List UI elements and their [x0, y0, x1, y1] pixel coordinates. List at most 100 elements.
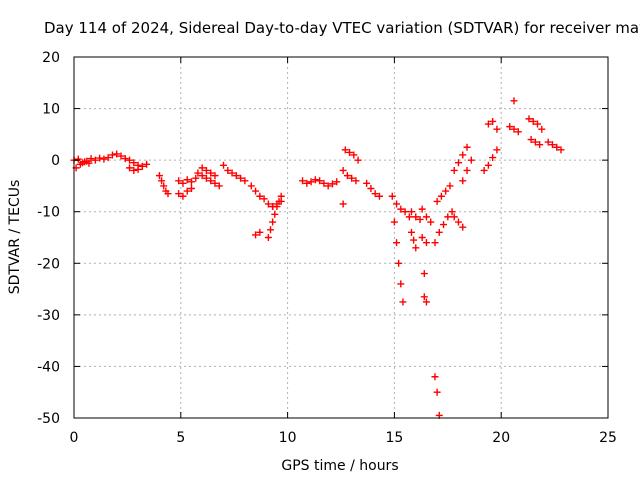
data-point [232, 172, 240, 180]
data-point [553, 143, 561, 151]
data-point [448, 208, 456, 216]
data-point [183, 187, 191, 195]
data-point [307, 178, 315, 186]
x-axis-label: GPS time / hours [281, 458, 398, 474]
data-point [346, 148, 354, 156]
data-point [467, 156, 475, 164]
data-point [211, 172, 219, 180]
data-point [175, 190, 183, 198]
data-point [412, 213, 420, 221]
x-tick-label: 0 [70, 430, 79, 446]
data-point [256, 228, 264, 236]
data-point [247, 182, 255, 190]
data-point [557, 146, 565, 154]
data-point [320, 179, 328, 187]
data-point [350, 151, 358, 159]
x-tick-label: 5 [176, 430, 185, 446]
data-point [363, 179, 371, 187]
data-point [463, 143, 471, 151]
data-point [395, 259, 403, 267]
data-point [194, 169, 202, 177]
data-point [252, 231, 260, 239]
data-point [143, 160, 151, 168]
data-point [397, 280, 405, 288]
data-point [324, 182, 332, 190]
data-point [484, 161, 492, 169]
data-point [397, 205, 405, 213]
data-point [454, 218, 462, 226]
data-point [273, 200, 281, 208]
data-point [480, 166, 488, 174]
data-point [91, 156, 99, 164]
data-point [416, 215, 424, 223]
data-point [207, 177, 215, 185]
data-point [267, 226, 275, 234]
data-point [187, 178, 195, 186]
data-point [454, 159, 462, 167]
data-point [510, 97, 518, 105]
data-point [514, 128, 522, 136]
data-point [269, 203, 277, 211]
data-point [450, 213, 458, 221]
chart-title: Day 114 of 2024, Sidereal Day-to-day VTE… [44, 19, 640, 37]
data-point [271, 210, 279, 218]
data-point [113, 150, 121, 158]
data-point [207, 169, 215, 177]
data-point [339, 200, 347, 208]
data-point [493, 125, 501, 133]
data-point [264, 234, 272, 241]
data-point [252, 187, 260, 195]
data-point [76, 160, 84, 168]
data-points [70, 97, 565, 419]
data-point [192, 174, 200, 182]
y-tick-label: -10 [37, 205, 60, 221]
data-point [435, 228, 443, 236]
data-point [489, 154, 497, 162]
data-point [446, 182, 454, 190]
y-tick-label: 0 [51, 153, 60, 169]
data-point [348, 174, 356, 182]
data-point [407, 228, 415, 236]
data-point [463, 166, 471, 174]
data-point [527, 136, 535, 144]
data-point [74, 155, 82, 163]
y-tick-label: -20 [37, 256, 60, 272]
data-point [96, 154, 104, 162]
data-point [202, 166, 210, 174]
data-point [126, 156, 134, 164]
data-point [179, 192, 187, 200]
data-point [418, 205, 426, 213]
data-point [87, 155, 95, 163]
x-tick-label: 10 [279, 430, 297, 446]
data-point [160, 182, 168, 190]
data-point [407, 208, 415, 216]
data-point [81, 158, 89, 166]
data-point [183, 176, 191, 184]
data-point [311, 176, 319, 184]
data-point [134, 165, 142, 173]
data-point [427, 218, 435, 226]
data-point [224, 166, 232, 174]
data-point [179, 179, 187, 187]
axis-ticks: 0 5 10 15 20 25 -50 -40 -30 -20 -10 0 10 20 [37, 50, 617, 446]
data-point [260, 195, 268, 203]
data-point [130, 166, 138, 174]
data-point [269, 218, 277, 226]
data-point [187, 185, 195, 193]
data-point [548, 141, 556, 149]
y-tick-label: 10 [42, 102, 60, 118]
data-point [401, 208, 409, 216]
data-point [117, 152, 125, 160]
data-point [410, 236, 418, 244]
data-point [393, 200, 401, 208]
data-point [433, 388, 441, 396]
data-point [534, 120, 542, 128]
data-point [529, 117, 537, 125]
data-point [277, 197, 285, 205]
data-point [459, 223, 467, 231]
data-point [405, 213, 413, 221]
data-point [85, 159, 93, 167]
y-axis-label: SDTVAR / TECUs [7, 180, 23, 295]
data-point [422, 298, 430, 306]
data-point [100, 155, 108, 163]
